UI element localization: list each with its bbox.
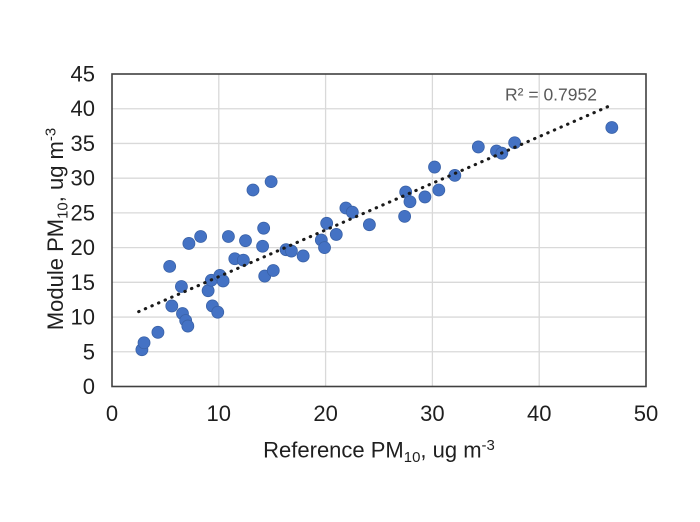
y-tick-label: 40: [71, 96, 95, 121]
x-tick-label: 0: [106, 401, 118, 426]
trendline: [137, 104, 611, 314]
y-tick-label: 45: [71, 62, 95, 87]
y-tick-label: 15: [71, 270, 95, 295]
y-tick-label: 35: [71, 131, 95, 156]
data-point: [266, 264, 280, 277]
y-axis-title: Module PM10, ug m-3: [43, 128, 72, 330]
superscript: -3: [42, 127, 60, 142]
x-tick-label: 10: [207, 401, 231, 426]
data-point: [239, 234, 252, 248]
data-point: [175, 280, 188, 293]
data-point: [320, 216, 334, 230]
subscript: 10: [403, 448, 421, 466]
superscript: -3: [481, 437, 495, 454]
data-point: [448, 168, 462, 182]
x-tick-label: 20: [313, 401, 337, 426]
data-point: [246, 183, 260, 197]
data-point: [428, 160, 441, 174]
y-tick-label: 25: [71, 200, 95, 225]
x-tick-label: 40: [527, 401, 551, 426]
label-text: , ug m: [42, 141, 68, 203]
data-point: [257, 221, 271, 235]
r-squared-annotation: R² = 0.7952: [505, 84, 597, 105]
data-point: [181, 319, 195, 333]
x-tick-label: 50: [634, 401, 658, 426]
label-text: Reference PM: [263, 437, 404, 463]
data-point: [398, 209, 412, 223]
data-point: [151, 325, 165, 339]
data-point: [222, 230, 235, 243]
y-tick-label: 30: [71, 166, 95, 191]
data-point: [211, 305, 225, 319]
y-tick-label: 20: [71, 235, 95, 260]
data-point: [471, 140, 485, 154]
label-text: Module PM: [42, 218, 68, 331]
data-point: [264, 175, 278, 189]
x-tick-label: 30: [420, 401, 444, 426]
data-point: [165, 299, 179, 313]
data-point: [182, 237, 196, 250]
data-point: [362, 218, 376, 232]
data-point: [163, 259, 177, 273]
label-text: , ug m: [420, 437, 482, 463]
data-point: [418, 190, 432, 204]
data-point: [318, 241, 331, 255]
data-point: [296, 249, 310, 263]
data-point: [216, 274, 230, 288]
data-point: [329, 228, 343, 241]
y-tick-label: 5: [83, 339, 95, 364]
y-tick-label: 0: [83, 374, 95, 399]
data-point: [345, 205, 359, 219]
data-point: [256, 239, 269, 253]
data-point: [137, 336, 151, 350]
data-point: [285, 244, 298, 258]
data-point: [194, 230, 208, 243]
plot-border: [111, 73, 647, 388]
data-point: [403, 195, 417, 209]
x-axis-title: Reference PM10, ug m-3: [112, 437, 646, 466]
data-point: [605, 121, 619, 134]
subscript: 10: [54, 202, 72, 219]
data-point: [432, 183, 446, 197]
y-tick-label: 10: [71, 305, 95, 330]
